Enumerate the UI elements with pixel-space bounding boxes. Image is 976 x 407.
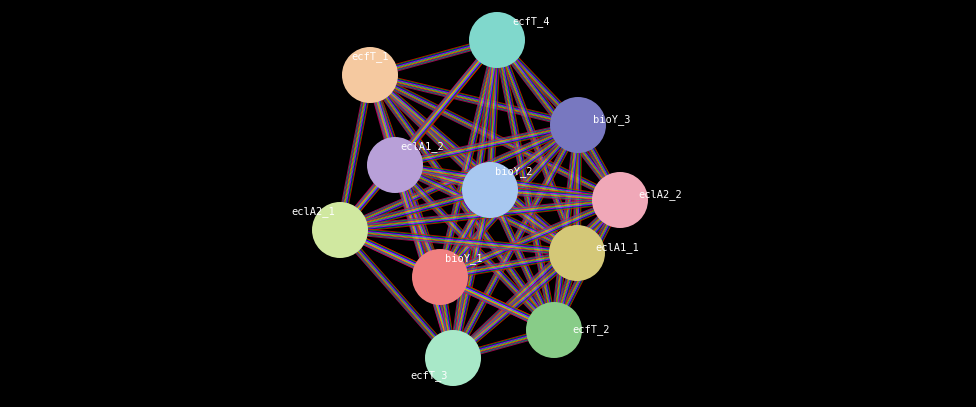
Text: ecfT_3: ecfT_3 bbox=[411, 370, 448, 381]
Text: eclA2_2: eclA2_2 bbox=[638, 190, 682, 201]
Text: bioY_1: bioY_1 bbox=[445, 254, 482, 265]
Text: bioY_3: bioY_3 bbox=[593, 114, 630, 125]
Circle shape bbox=[342, 47, 398, 103]
Text: eclA1_1: eclA1_1 bbox=[595, 243, 638, 254]
Circle shape bbox=[425, 330, 481, 386]
Text: bioY_2: bioY_2 bbox=[495, 166, 533, 177]
Circle shape bbox=[526, 302, 582, 358]
Circle shape bbox=[462, 162, 518, 218]
Text: ecfT_2: ecfT_2 bbox=[572, 324, 609, 335]
Circle shape bbox=[367, 137, 423, 193]
Circle shape bbox=[592, 172, 648, 228]
Circle shape bbox=[312, 202, 368, 258]
Text: ecfT_1: ecfT_1 bbox=[351, 52, 388, 62]
Text: ecfT_4: ecfT_4 bbox=[512, 17, 549, 27]
Text: eclA1_2: eclA1_2 bbox=[400, 142, 444, 153]
Circle shape bbox=[549, 225, 605, 281]
Circle shape bbox=[550, 97, 606, 153]
Circle shape bbox=[469, 12, 525, 68]
Text: eclA2_1: eclA2_1 bbox=[291, 206, 335, 217]
Circle shape bbox=[412, 249, 468, 305]
